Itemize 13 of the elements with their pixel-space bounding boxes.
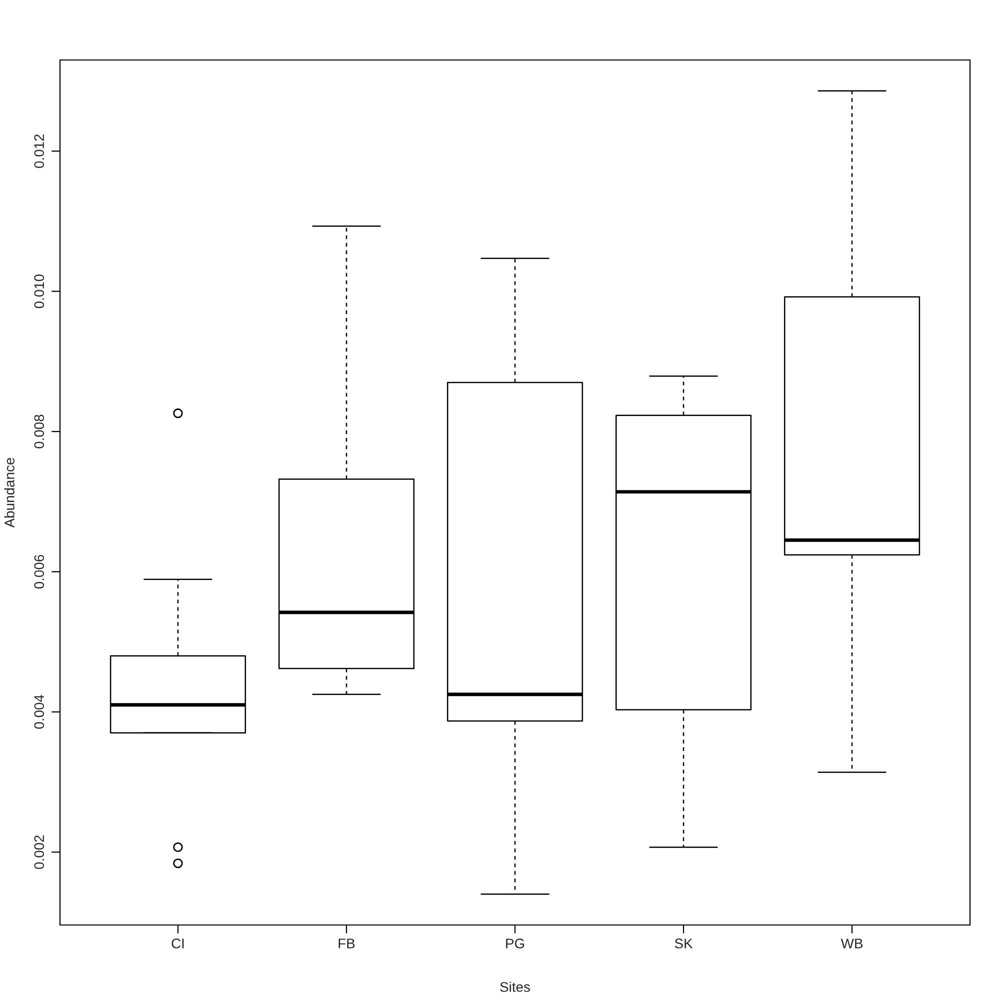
y-axis-title: Abundance xyxy=(4,458,14,528)
x-tick-label: CI xyxy=(172,938,184,948)
x-tick-label: SK xyxy=(674,938,693,948)
x-tick-label: FB xyxy=(338,938,355,948)
x-tick-label: WB xyxy=(840,938,862,948)
y-tick-label: 0.010 xyxy=(34,274,44,308)
x-tick-label: PG xyxy=(506,938,524,948)
y-tick-label: 0.006 xyxy=(34,554,44,589)
y-tick-label: 0.002 xyxy=(34,835,44,869)
x-axis-title: Sites xyxy=(500,982,530,992)
y-tick-label: 0.004 xyxy=(34,694,44,729)
y-tick-label: 0.012 xyxy=(34,134,44,168)
y-tick-label: 0.008 xyxy=(34,414,44,448)
